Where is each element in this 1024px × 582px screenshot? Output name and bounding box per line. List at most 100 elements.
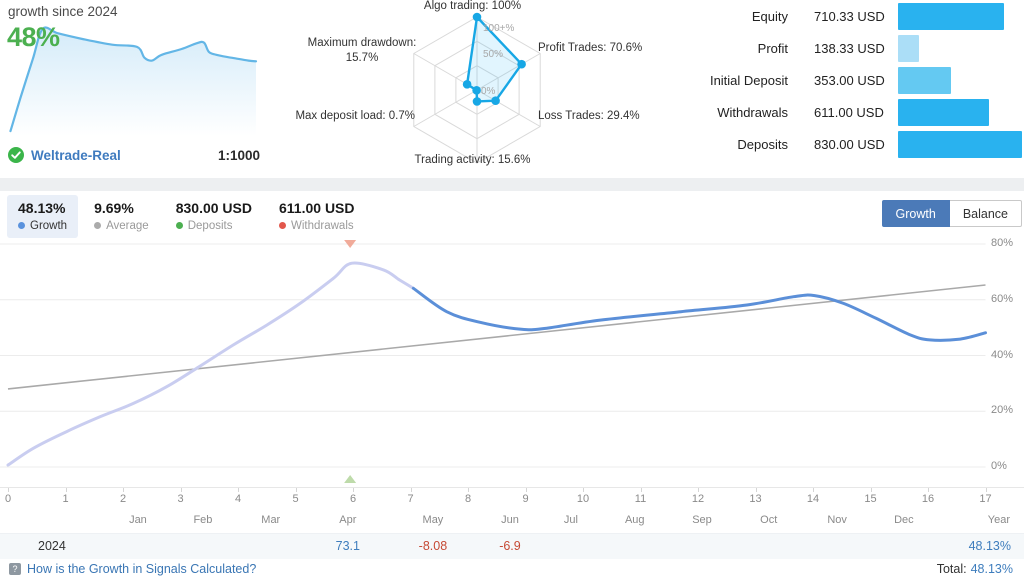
radar-spoke (476, 53, 541, 91)
calculator-icon: ? (9, 563, 21, 575)
stat-chip-value: 611.00 USD (279, 200, 355, 216)
total-label: Total: (936, 562, 967, 576)
month-label-jun: Jun (501, 514, 519, 526)
growth-chart-svg (0, 240, 987, 483)
stat-chip-dot (18, 222, 25, 229)
growth-calculation-link[interactable]: How is the Growth in Signals Calculated? (27, 562, 257, 576)
x-tick-label: 11 (634, 493, 647, 505)
stat-chip-value: 48.13% (18, 200, 66, 216)
growth-percent-value: 48% (7, 22, 60, 52)
x-tick-mark (698, 488, 699, 492)
x-tick-label: 1 (62, 493, 69, 505)
stat-chip-dot (279, 222, 286, 229)
x-tick-label: 2 (119, 493, 127, 505)
x-tick-label: 17 (979, 493, 992, 505)
y-axis-label: 60% (991, 292, 1014, 305)
growth-summary-box: growth since 2024 48% Weltrade-Real 1:10… (0, 0, 280, 178)
growth-chart: 0% 20% 40% 60% 80% (0, 236, 1024, 487)
section-divider (0, 178, 1024, 191)
year-cell-may: -8.08 (418, 539, 448, 553)
month-label-jan: Jan (129, 514, 147, 526)
radar-vertex-dot (472, 86, 481, 95)
x-tick-mark (410, 488, 412, 492)
x-tick-mark (928, 488, 929, 492)
radar-vertex-dot (472, 97, 482, 106)
leverage-value: 1:1000 (217, 147, 260, 163)
month-label-dec: Dec (894, 514, 914, 526)
radar-label-profit-trades: Profit Trades: 70.6% (538, 42, 643, 54)
growth-sparkline-chart (9, 26, 258, 136)
stat-chip-value: 830.00 USD (175, 200, 252, 216)
x-tick-label: 8 (464, 493, 472, 505)
radar-label-max-deposit-load: Max deposit load: 0.7% (295, 110, 415, 122)
balance-tab-button[interactable]: Balance (949, 200, 1022, 227)
radar-ring-label: 0% (481, 86, 496, 97)
balance-row-label: Deposits (737, 136, 788, 152)
trend-line (7, 284, 986, 390)
balance-row-value: 611.00 USD (814, 104, 884, 120)
stat-chip-label: Growth (30, 219, 68, 232)
x-tick-mark (755, 488, 757, 492)
balance-row-withdrawals: Withdrawals 611.00 USD (696, 96, 1024, 128)
y-axis-label: 40% (991, 348, 1014, 361)
radar-svg: 100+% 50% 0% (413, 12, 541, 164)
x-tick-label: 10 (576, 493, 590, 505)
balance-row-label: Initial Deposit (709, 72, 788, 88)
stat-chip-label: Average (106, 219, 149, 232)
x-axis-tick-row: 0 1 2 3 4 5 6 7 8 9 10 11 12 13 14 15 16 17 (0, 487, 1024, 510)
balance-row-value: 138.33 USD (814, 40, 885, 56)
radar-label-max-drawdown: Maximum drawdown: 15.7% (307, 37, 417, 64)
radar-label-trading-activity: Trading activity: 15.6% (414, 154, 531, 166)
x-tick-label: 0 (4, 493, 12, 505)
balance-row-initial-deposit: Initial Deposit 353.00 USD (696, 64, 1024, 96)
x-tick-label: 14 (806, 493, 820, 505)
total-value: 48.13% (970, 562, 1013, 576)
growth-tab-button[interactable]: Growth (881, 200, 950, 227)
x-tick-mark (123, 488, 124, 492)
broker-row: Weltrade-Real 1:1000 (8, 147, 260, 163)
x-tick-mark (640, 488, 642, 492)
radar-vertex-dot (462, 80, 472, 89)
chart-mode-toggle: Growth Balance (881, 200, 1022, 227)
month-label-aug: Aug (624, 514, 645, 526)
radar-spoke (476, 89, 541, 127)
month-label-jul: Jul (563, 514, 578, 526)
growth-line-previous (6, 261, 415, 467)
x-tick-label: 15 (864, 493, 877, 505)
x-tick-mark (583, 488, 584, 492)
x-tick-label: 12 (691, 493, 705, 505)
yearly-results-row: 2024 73.1 -8.08 -6.9 48.13% (0, 533, 1024, 560)
x-tick-label: 16 (921, 493, 935, 505)
radar-ring-label: 50% (483, 49, 503, 60)
radar-ring-label: 100+% (483, 23, 515, 34)
stat-chip-label: Withdrawals (291, 219, 354, 232)
total-growth: Total: 48.13% (937, 562, 1013, 576)
month-label-sep: Sep (692, 514, 712, 526)
x-tick-label: 6 (349, 493, 357, 505)
year-axis-label: Year (987, 514, 1010, 526)
radar-spoke (413, 89, 478, 127)
x-tick-mark (238, 488, 239, 492)
stat-chip-average[interactable]: 9.69% Average (83, 195, 160, 238)
month-label-mar: Mar (261, 514, 281, 526)
broker-link[interactable]: Weltrade-Real (31, 147, 121, 163)
stat-chip-deposits[interactable]: 830.00 USD Deposits (165, 195, 263, 238)
stat-chip-withdrawals[interactable]: 611.00 USD Withdrawals (268, 195, 366, 238)
radar-label-algo-trading: Algo trading: 100% (423, 0, 522, 12)
sparkline-fill (10, 27, 257, 136)
stat-chip-value: 9.69% (94, 200, 134, 216)
radar-label-loss-trades: Loss Trades: 29.4% (538, 110, 640, 122)
balance-row-bar (898, 34, 919, 62)
balance-summary-table: Equity 710.33 USD Profit 138.33 USD Initial … (696, 0, 1024, 162)
x-tick-label: 9 (522, 493, 529, 505)
stat-chip-growth[interactable]: 48.13% Growth (7, 195, 79, 238)
x-tick-label: 13 (749, 493, 762, 505)
triangle-up-marker (344, 475, 357, 483)
balance-row-deposits: Deposits 830.00 USD (696, 128, 1024, 160)
sparkline-line (9, 26, 258, 133)
stats-chip-row: 48.13% Growth 9.69% Average 830.00 USD Deposi… (7, 195, 366, 238)
year-cell-apr: 73.1 (335, 539, 360, 553)
x-tick-mark (985, 488, 987, 492)
x-tick-mark (353, 488, 354, 492)
